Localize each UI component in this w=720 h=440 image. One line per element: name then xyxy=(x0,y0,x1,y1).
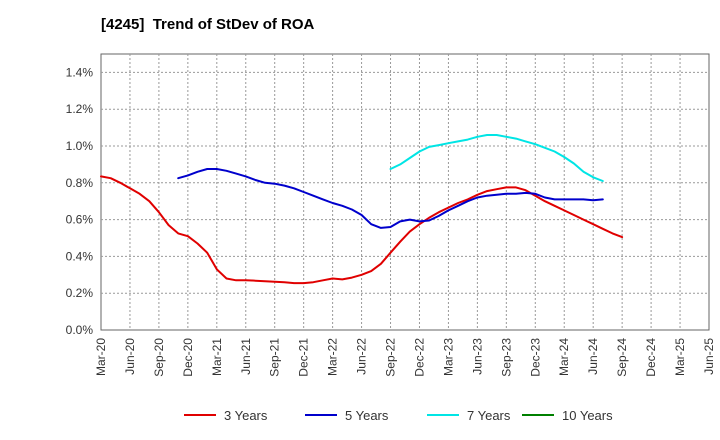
x-tick-label: Mar-25 xyxy=(673,338,687,376)
y-tick-label: 1.4% xyxy=(66,65,94,79)
y-tick-label: 0.2% xyxy=(66,286,94,300)
x-tick-label: Mar-20 xyxy=(94,338,108,376)
series-line-3-years xyxy=(100,175,624,285)
x-tick-label: Jun-23 xyxy=(470,338,484,375)
x-tick-label: Jun-22 xyxy=(355,338,369,375)
y-tick-label: 0.8% xyxy=(66,176,94,190)
series-lines xyxy=(100,134,624,285)
x-axis-ticks: Mar-20 Jun-20 Sep-20 Dec-20 Mar-21 Jun-21 Sep-… xyxy=(94,338,716,377)
y-tick-label: 0.4% xyxy=(66,249,94,263)
x-tick-label: Dec-23 xyxy=(528,338,542,377)
x-tick-label: Jun-24 xyxy=(586,338,600,375)
legend-label-5-years: 5 Years xyxy=(345,408,389,423)
x-tick-label: Sep-20 xyxy=(152,338,166,377)
x-tick-label: Dec-20 xyxy=(181,338,195,377)
series-line-5-years xyxy=(177,168,604,229)
x-tick-label: Dec-24 xyxy=(644,338,658,377)
x-tick-label: Mar-22 xyxy=(326,338,340,376)
x-tick-label: Dec-21 xyxy=(297,338,311,377)
chart-title: [4245] Trend of StDev of ROA xyxy=(101,16,315,33)
y-tick-label: 0.6% xyxy=(66,213,94,227)
legend-label-3-years: 3 Years xyxy=(224,408,268,423)
y-axis-ticks: 0.0% 0.2% 0.4% 0.6% 0.8% 1.0% 1.2% 1.4% xyxy=(66,65,94,337)
legend: 3 Years 5 Years 7 Years 10 Years xyxy=(184,408,613,423)
y-tick-label: 1.2% xyxy=(66,102,94,116)
plot-area xyxy=(100,53,710,331)
x-tick-label: Jun-25 xyxy=(702,338,716,375)
x-tick-label: Sep-23 xyxy=(499,338,513,377)
x-tick-label: Sep-24 xyxy=(615,338,629,377)
x-tick-label: Mar-24 xyxy=(557,338,571,376)
x-tick-label: Mar-23 xyxy=(441,338,455,376)
x-tick-label: Jun-21 xyxy=(239,338,253,375)
x-tick-label: Jun-20 xyxy=(123,338,137,375)
x-tick-label: Dec-22 xyxy=(412,338,426,377)
x-tick-label: Sep-22 xyxy=(384,338,398,377)
y-tick-label: 0.0% xyxy=(66,323,94,337)
x-tick-label: Sep-21 xyxy=(268,338,282,377)
gridlines xyxy=(101,54,709,330)
legend-label-7-years: 7 Years xyxy=(467,408,511,423)
legend-label-10-years: 10 Years xyxy=(562,408,613,423)
y-tick-label: 1.0% xyxy=(66,139,94,153)
x-tick-label: Mar-21 xyxy=(210,338,224,376)
series-line-7-years xyxy=(389,134,604,182)
